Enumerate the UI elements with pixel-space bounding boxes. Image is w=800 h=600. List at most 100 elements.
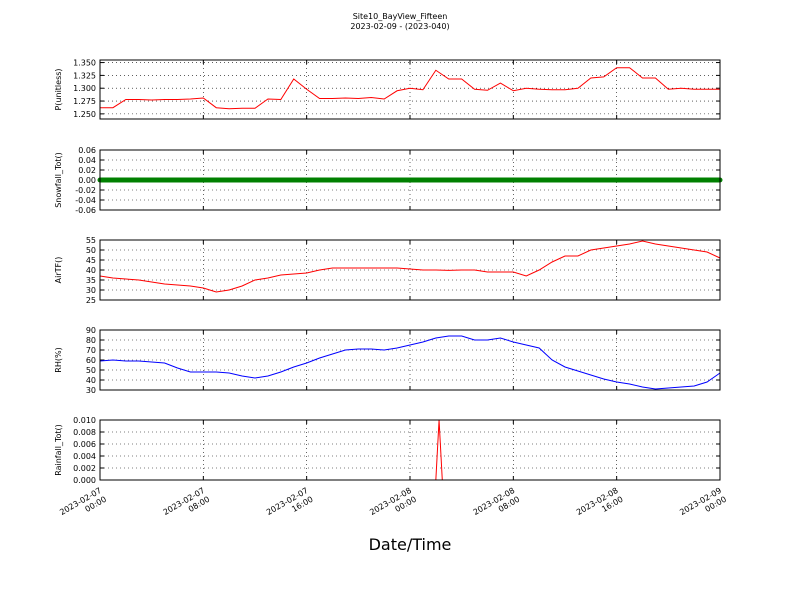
data-marker: [304, 177, 310, 183]
y-tick-label: 0.06: [78, 146, 96, 155]
y-tick-label: 40: [86, 376, 96, 385]
y-tick-label: 60: [86, 356, 96, 365]
plot-frame: [99, 149, 721, 211]
y-tick-label: 55: [86, 236, 96, 245]
y-tick-label: 0.010: [73, 416, 96, 425]
data-marker: [523, 177, 529, 183]
data-marker: [575, 177, 581, 183]
y-tick-label: 30: [86, 386, 96, 395]
data-marker: [510, 177, 516, 183]
y-tick-label: 0.02: [78, 166, 96, 175]
data-marker: [355, 177, 361, 183]
x-axis-label: Date/Time: [369, 535, 452, 554]
y-tick-label: 0.002: [73, 464, 96, 473]
y-tick-label: 90: [86, 326, 96, 335]
data-marker: [407, 177, 413, 183]
data-marker: [110, 177, 116, 183]
y-tick-label: 1.325: [73, 71, 96, 80]
data-marker: [136, 177, 142, 183]
data-marker: [549, 177, 555, 183]
data-marker: [472, 177, 478, 183]
plot-frame: [99, 239, 721, 301]
data-marker: [342, 177, 348, 183]
data-marker: [497, 177, 503, 183]
y-tick-label: 25: [86, 296, 96, 305]
y-tick-label: 35: [86, 276, 96, 285]
y-axis-label: Rainfall_Tot(): [54, 424, 63, 476]
data-marker: [704, 177, 710, 183]
data-marker: [368, 177, 374, 183]
y-tick-label: 40: [86, 266, 96, 275]
y-axis-label: AirTF(): [54, 257, 63, 284]
data-marker: [678, 177, 684, 183]
data-marker: [175, 177, 180, 183]
y-tick-label: 0.04: [78, 156, 96, 165]
data-marker: [200, 177, 206, 183]
plot-frame: [99, 329, 721, 391]
data-line: [99, 335, 721, 390]
y-tick-label: 50: [86, 366, 96, 375]
data-marker: [252, 177, 258, 183]
y-tick-label: 0.00: [78, 176, 96, 185]
data-marker: [627, 177, 633, 183]
y-tick-label: 45: [86, 256, 96, 265]
plot-frame: [99, 59, 721, 120]
data-marker: [691, 177, 697, 183]
data-marker: [588, 177, 594, 183]
y-tick-label: 80: [86, 336, 96, 345]
data-marker: [459, 177, 465, 183]
data-line: [100, 67, 720, 110]
y-axis-label: RH(%): [54, 347, 63, 372]
data-marker: [420, 177, 426, 183]
data-marker: [536, 177, 542, 183]
data-marker: [665, 177, 671, 183]
y-axis-label: Snowfall_Tot(): [54, 152, 63, 208]
data-marker: [187, 177, 193, 183]
data-marker: [149, 177, 155, 183]
y-tick-label: -0.06: [75, 206, 96, 215]
plot-frame: [99, 419, 721, 481]
y-tick-label: -0.04: [75, 196, 96, 205]
data-line: [99, 240, 721, 293]
data-marker: [652, 177, 658, 183]
data-marker: [381, 177, 387, 183]
data-marker: [446, 177, 452, 183]
data-marker: [433, 177, 439, 183]
figure-subtitle: 2023-02-09 - (2023-040): [350, 22, 449, 31]
data-marker: [485, 177, 490, 183]
data-marker: [640, 177, 645, 183]
y-tick-label: 1.350: [73, 59, 96, 68]
data-marker: [265, 177, 271, 183]
data-marker: [278, 177, 284, 183]
y-tick-label: 1.275: [73, 97, 96, 106]
y-tick-label: 0.006: [73, 440, 96, 449]
y-tick-label: 50: [86, 246, 96, 255]
y-tick-label: 1.250: [73, 110, 96, 119]
data-marker: [123, 177, 129, 183]
data-marker: [601, 177, 607, 183]
data-marker: [213, 177, 219, 183]
y-tick-label: 0.000: [73, 476, 96, 485]
data-marker: [226, 177, 232, 183]
data-marker: [562, 177, 568, 183]
y-tick-label: 70: [86, 346, 96, 355]
figure-title: Site10_BayView_Fifteen: [353, 12, 448, 21]
data-marker: [317, 177, 323, 183]
data-marker: [162, 177, 168, 183]
data-marker: [614, 177, 620, 183]
y-tick-label: 30: [86, 286, 96, 295]
data-marker: [330, 177, 335, 183]
data-marker: [239, 177, 245, 183]
y-tick-label: 0.008: [73, 428, 96, 437]
y-tick-label: 1.300: [73, 84, 96, 93]
y-tick-label: 0.004: [73, 452, 96, 461]
y-tick-label: -0.02: [75, 186, 96, 195]
y-axis-label: P(unitless): [54, 68, 63, 110]
